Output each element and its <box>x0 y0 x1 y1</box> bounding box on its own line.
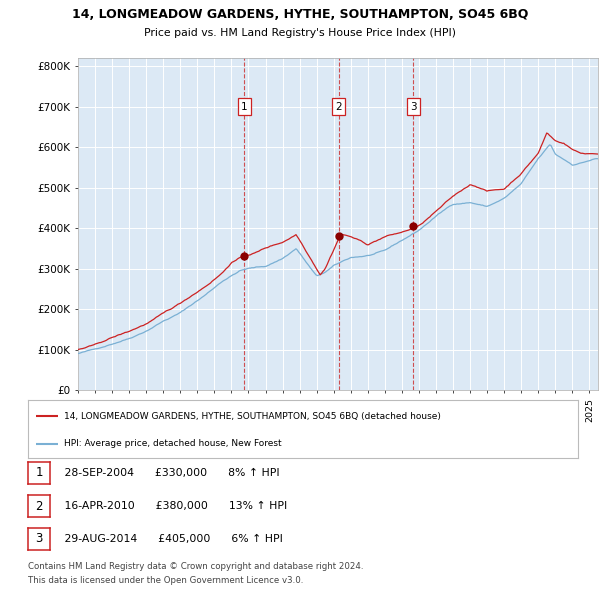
Text: 28-SEP-2004      £330,000      8% ↑ HPI: 28-SEP-2004 £330,000 8% ↑ HPI <box>54 468 280 478</box>
Text: Contains HM Land Registry data © Crown copyright and database right 2024.: Contains HM Land Registry data © Crown c… <box>28 562 364 571</box>
Text: 3: 3 <box>410 101 416 112</box>
Text: 2: 2 <box>335 101 342 112</box>
Text: HPI: Average price, detached house, New Forest: HPI: Average price, detached house, New … <box>64 439 281 448</box>
Text: 3: 3 <box>35 533 43 546</box>
Text: 16-APR-2010      £380,000      13% ↑ HPI: 16-APR-2010 £380,000 13% ↑ HPI <box>54 501 287 511</box>
Text: 14, LONGMEADOW GARDENS, HYTHE, SOUTHAMPTON, SO45 6BQ: 14, LONGMEADOW GARDENS, HYTHE, SOUTHAMPT… <box>72 8 528 21</box>
Text: Price paid vs. HM Land Registry's House Price Index (HPI): Price paid vs. HM Land Registry's House … <box>144 28 456 38</box>
Text: 2: 2 <box>35 500 43 513</box>
Text: 29-AUG-2014      £405,000      6% ↑ HPI: 29-AUG-2014 £405,000 6% ↑ HPI <box>54 534 283 544</box>
Text: 1: 1 <box>241 101 248 112</box>
Text: 14, LONGMEADOW GARDENS, HYTHE, SOUTHAMPTON, SO45 6BQ (detached house): 14, LONGMEADOW GARDENS, HYTHE, SOUTHAMPT… <box>64 412 440 421</box>
Text: This data is licensed under the Open Government Licence v3.0.: This data is licensed under the Open Gov… <box>28 576 304 585</box>
Text: 1: 1 <box>35 467 43 480</box>
